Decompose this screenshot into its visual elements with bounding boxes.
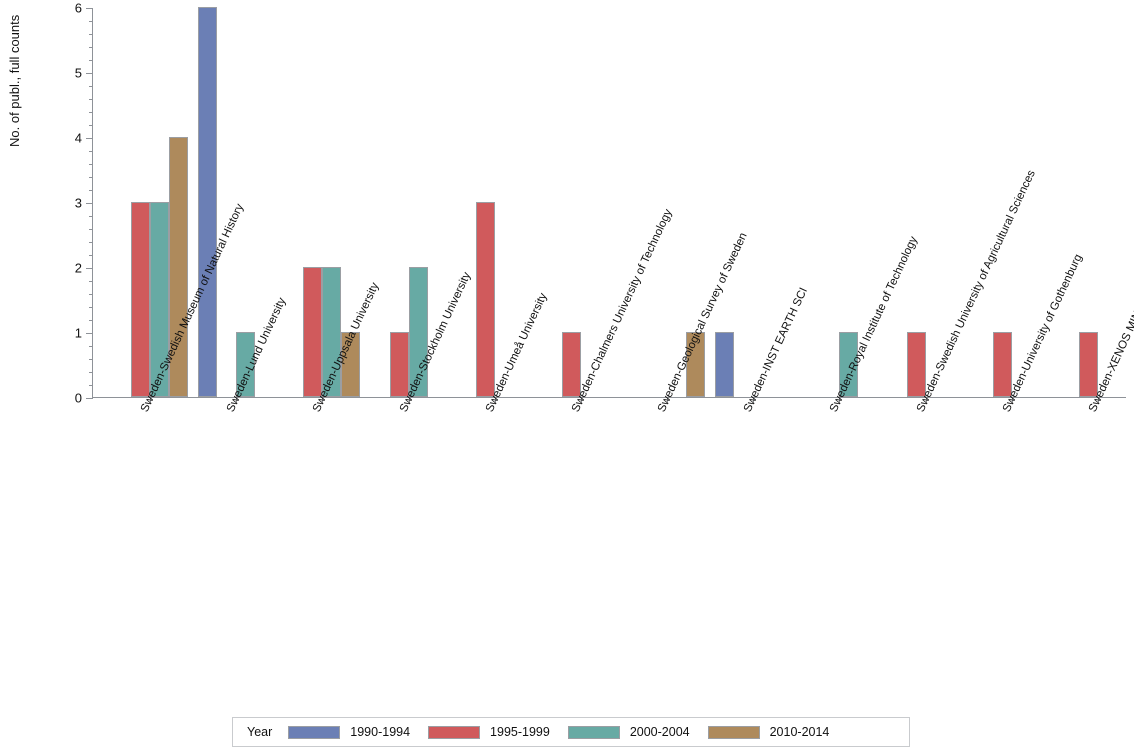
y-tick-major (86, 333, 93, 334)
bar[interactable] (389, 332, 409, 397)
bar[interactable] (561, 332, 581, 397)
y-tick-minor (89, 359, 93, 360)
x-tick (580, 397, 582, 402)
y-tick-minor (89, 125, 93, 126)
y-tick-minor (89, 190, 93, 191)
bar[interactable] (715, 332, 735, 397)
x-tick (1097, 397, 1099, 402)
x-tick (236, 397, 238, 402)
bar[interactable] (169, 137, 188, 397)
x-tick (1011, 397, 1013, 402)
bar[interactable] (475, 202, 495, 397)
legend-label: 2000-2004 (629, 725, 690, 739)
legend-label: 2010-2014 (769, 725, 830, 739)
bar[interactable] (1078, 332, 1098, 397)
y-tick-minor (89, 346, 93, 347)
bar[interactable] (992, 332, 1012, 397)
x-tick (839, 397, 841, 402)
legend-swatch (428, 725, 481, 739)
x-tick (925, 397, 927, 402)
y-axis-label: No. of publ., full counts (7, 14, 22, 147)
y-tick-major (86, 73, 93, 74)
x-tick (753, 397, 755, 402)
y-tick-minor (89, 99, 93, 100)
legend-entries: 1990-1994 1995-1999 2000-2004 2010-2014 (288, 725, 847, 739)
y-tick-minor (89, 255, 93, 256)
y-tick-minor (89, 177, 93, 178)
y-tick-label: 3 (74, 195, 82, 211)
plot-area: 0 1 2 3 4 5 6 (75, 2, 1126, 405)
y-tick-label: 5 (74, 65, 82, 81)
y-tick-major (86, 398, 93, 399)
bar[interactable] (686, 332, 705, 397)
x-tick (494, 397, 496, 402)
y-tick-minor (89, 164, 93, 165)
legend-label: 1990-1994 (350, 725, 411, 739)
y-tick-minor (89, 60, 93, 61)
bar[interactable] (131, 202, 150, 397)
x-tick (150, 397, 151, 402)
y-tick-minor (89, 320, 93, 321)
legend-entry[interactable]: 1995-1999 (428, 725, 550, 739)
y-tick-minor (89, 21, 93, 22)
legend-swatch (707, 725, 760, 739)
y-tick-label: 6 (74, 0, 82, 16)
bar[interactable] (303, 267, 323, 397)
legend-swatch (567, 725, 620, 739)
x-tick (667, 397, 668, 402)
legend-swatch (288, 725, 341, 739)
bar[interactable] (839, 332, 859, 397)
legend: Year 1990-1994 1995-1999 2000-2004 2010-201… (232, 717, 910, 747)
legend-label: 1995-1999 (490, 725, 550, 739)
y-tick-minor (89, 307, 93, 308)
y-tick-minor (89, 294, 93, 295)
y-tick-minor (89, 242, 93, 243)
y-tick-major (86, 8, 93, 9)
y-tick-label: 4 (74, 130, 82, 146)
y-tick-minor (89, 372, 93, 373)
bar[interactable] (906, 332, 926, 397)
y-tick-minor (89, 281, 93, 282)
y-tick-label: 0 (74, 390, 82, 406)
x-tick (408, 397, 410, 402)
x-tick (322, 397, 324, 402)
y-tick-major (86, 203, 93, 204)
y-tick-minor (89, 151, 93, 152)
legend-entry[interactable]: 2010-2014 (707, 725, 830, 739)
bar[interactable] (322, 267, 342, 397)
bar[interactable] (341, 332, 361, 397)
bar[interactable] (408, 267, 428, 397)
bar[interactable] (236, 332, 256, 397)
y-tick-minor (89, 385, 93, 386)
y-tick-minor (89, 86, 93, 87)
legend-entry[interactable]: 2000-2004 (567, 725, 690, 739)
legend-title: Year (247, 725, 273, 739)
y-tick-minor (89, 229, 93, 230)
y-tick-minor (89, 47, 93, 48)
y-tick-major (86, 268, 93, 269)
y-tick-label: 1 (74, 325, 82, 341)
bar[interactable] (198, 7, 218, 397)
y-tick-minor (89, 112, 93, 113)
y-tick-minor (89, 34, 93, 35)
y-tick-major (86, 138, 93, 139)
y-tick-label: 2 (74, 260, 82, 276)
y-tick-minor (89, 216, 93, 217)
legend-entry[interactable]: 1990-1994 (288, 725, 410, 739)
bar[interactable] (150, 202, 169, 397)
